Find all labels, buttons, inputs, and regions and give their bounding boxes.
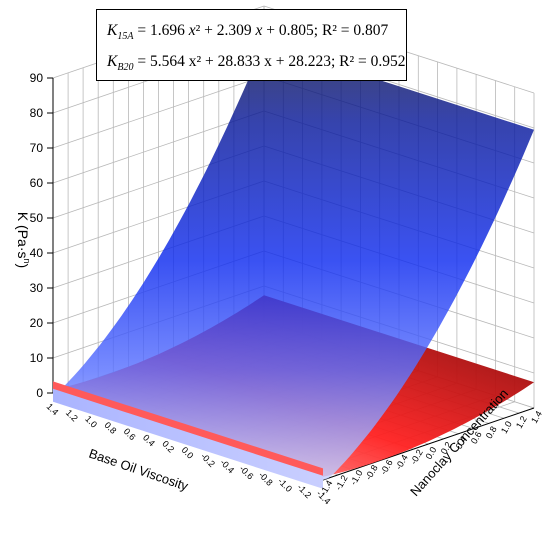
series-kb20-surface	[53, 42, 534, 481]
grid-line	[52, 75, 265, 149]
x-tick-label: -1.2	[295, 482, 313, 500]
x-tick-label: 0.0	[180, 445, 196, 461]
equation-kb20: KB20 = 5.564 x² + 28.833 x + 28.223; R² …	[107, 53, 406, 74]
z-tick-label: 50	[30, 211, 44, 225]
z-tick-label: 80	[30, 106, 44, 120]
x-tick-label: 1.4	[45, 401, 61, 417]
z-tick-label: 0	[36, 386, 43, 400]
x-tick-label: 1.2	[64, 408, 80, 424]
x-tick-label: -0.2	[199, 451, 217, 469]
z-tick-label: 20	[30, 316, 44, 330]
z-tick-label: 90	[30, 71, 44, 85]
series-k15a-front-edge	[53, 381, 323, 476]
x-tick-label: -0.8	[257, 470, 275, 488]
z-tick-label: 10	[30, 351, 44, 365]
surfaces	[53, 42, 534, 489]
x-tick-label: 0.8	[102, 420, 118, 436]
z-axis-label: K (Pa·sn)	[15, 212, 32, 268]
y-tick-label: 1.0	[499, 419, 514, 435]
y-tick-label: 0.8	[484, 425, 499, 441]
equation-box: K15A = 1.696 x² + 2.309 x + 0.805; R² = …	[96, 9, 407, 81]
y-tick-label: 1.2	[514, 414, 529, 430]
x-axis-label: Base Oil Viscosity	[87, 446, 190, 494]
y-tick-label: 1.4	[529, 409, 544, 425]
z-tick-label: 30	[30, 281, 44, 295]
z-tick-label: 70	[30, 141, 44, 155]
grid-line	[52, 110, 265, 184]
series-kb20-front-edge	[53, 387, 323, 489]
x-tick-label: 0.2	[160, 439, 176, 455]
equation-k15a: K15A = 1.696 x² + 2.309 x + 0.805; R² = …	[107, 22, 389, 43]
y-axis-line	[322, 407, 535, 481]
x-tick-label: -1.0	[276, 476, 294, 494]
z-tick-label: 40	[30, 246, 44, 260]
x-tick-label: 0.6	[122, 426, 138, 442]
y-tick-label: -1.2	[333, 473, 349, 491]
x-tick-label: 1.0	[83, 414, 99, 430]
z-tick-label: 60	[30, 176, 44, 190]
x-tick-label: 0.4	[141, 432, 157, 448]
